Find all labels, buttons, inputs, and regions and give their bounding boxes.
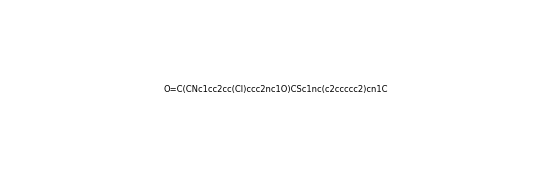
Text: O=C(CNc1cc2cc(Cl)ccc2nc1O)CSc1nc(c2ccccc2)cn1C: O=C(CNc1cc2cc(Cl)ccc2nc1O)CSc1nc(c2ccccc… [164, 85, 388, 94]
